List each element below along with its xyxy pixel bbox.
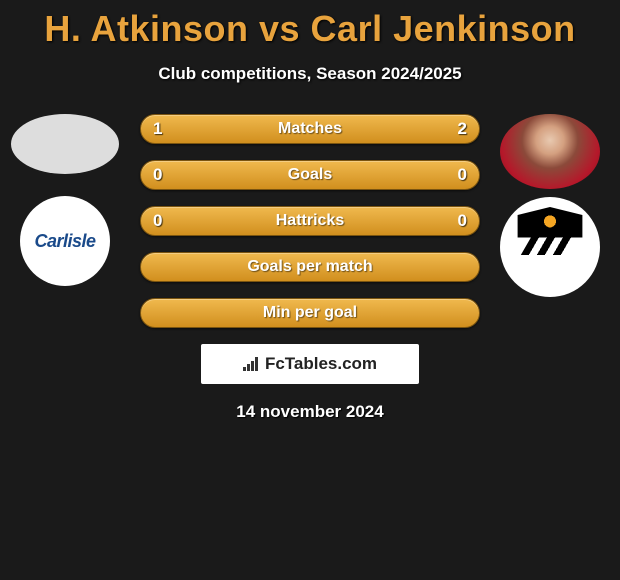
right-club-shield-icon [514, 207, 586, 287]
stat-right-value: 0 [458, 161, 467, 189]
right-club-badge [500, 197, 600, 297]
stat-label: Matches [141, 115, 479, 143]
stat-bar-goals-per-match: Goals per match [140, 252, 480, 282]
stat-left-value: 0 [153, 161, 162, 189]
comparison-panel: Carlisle 1 Matches 2 0 Goals 0 0 Hattric… [0, 114, 620, 422]
stat-left-value: 0 [153, 207, 162, 235]
left-player-column: Carlisle [5, 114, 125, 286]
left-club-badge: Carlisle [20, 196, 110, 286]
stat-right-value: 0 [458, 207, 467, 235]
subtitle: Club competitions, Season 2024/2025 [0, 64, 620, 84]
stat-right-value: 2 [458, 115, 467, 143]
stat-label: Hattricks [141, 207, 479, 235]
stat-label: Min per goal [141, 299, 479, 327]
page-title: H. Atkinson vs Carl Jenkinson [0, 0, 620, 50]
stat-bars: 1 Matches 2 0 Goals 0 0 Hattricks 0 Goal… [140, 114, 480, 328]
stat-bar-hattricks: 0 Hattricks 0 [140, 206, 480, 236]
stat-bar-min-per-goal: Min per goal [140, 298, 480, 328]
right-player-photo [500, 114, 600, 189]
left-player-photo [11, 114, 119, 174]
stat-bar-goals: 0 Goals 0 [140, 160, 480, 190]
watermark-text: FcTables.com [265, 354, 377, 374]
stat-left-value: 1 [153, 115, 162, 143]
watermark-badge: FcTables.com [201, 344, 419, 384]
stat-label: Goals per match [141, 253, 479, 281]
date-label: 14 november 2024 [0, 402, 620, 422]
bar-chart-icon [243, 357, 261, 371]
left-club-label: Carlisle [34, 231, 95, 252]
stat-label: Goals [141, 161, 479, 189]
right-player-column [490, 114, 610, 297]
stat-bar-matches: 1 Matches 2 [140, 114, 480, 144]
